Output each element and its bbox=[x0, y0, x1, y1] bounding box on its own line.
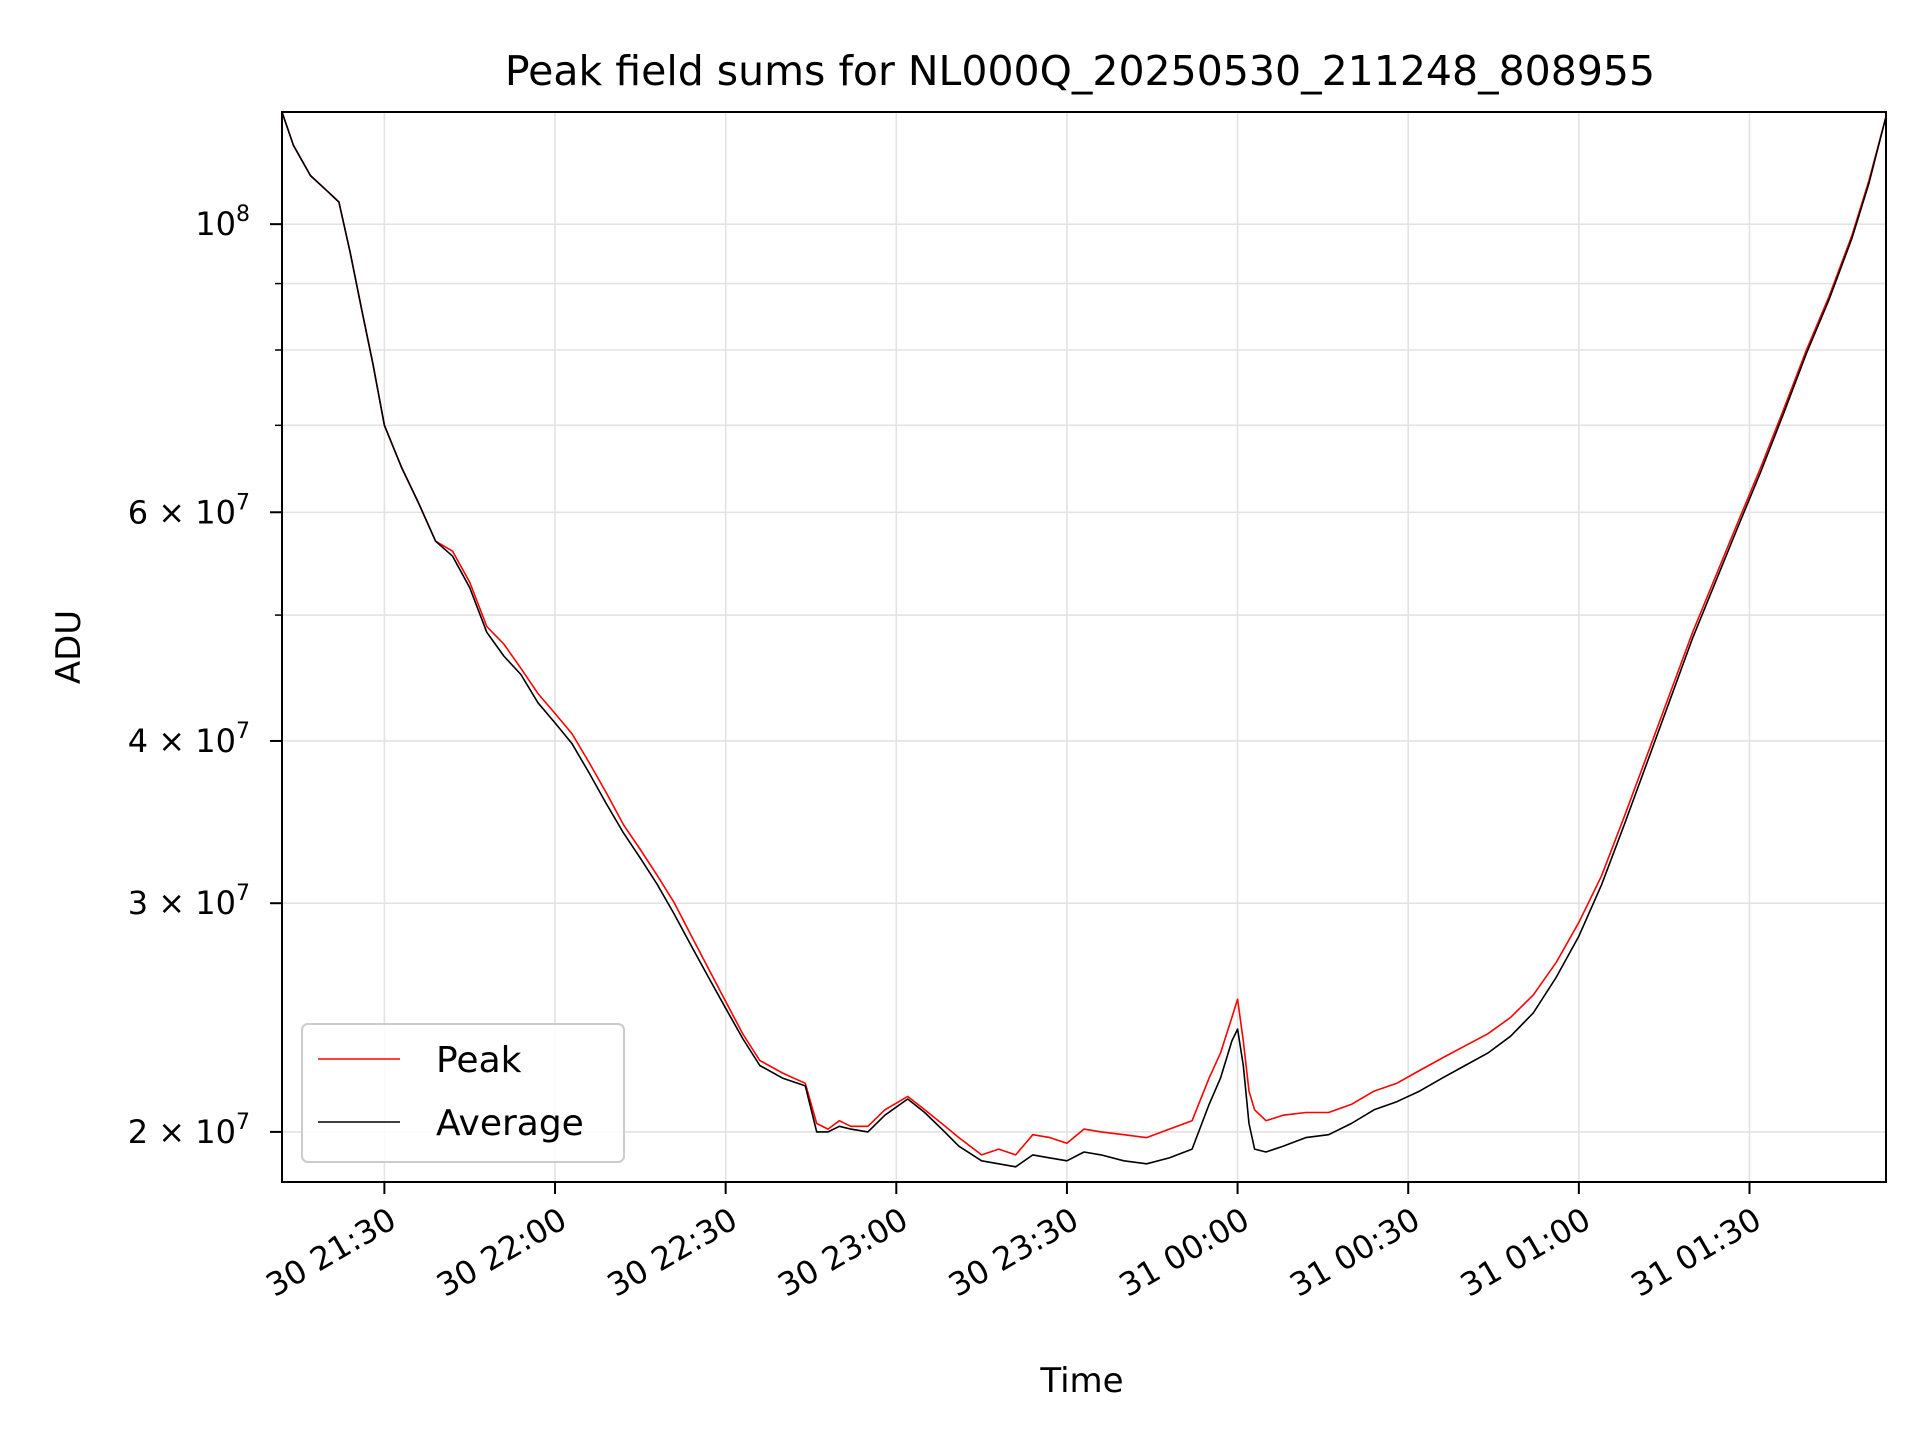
chart-title: Peak field sums for NL000Q_20250530_2112… bbox=[505, 47, 1655, 95]
series-line-peak bbox=[281, 111, 1887, 1156]
grid bbox=[282, 112, 1886, 1182]
y-tick-exponent: 7 bbox=[236, 881, 250, 906]
y-tick-exponent: 7 bbox=[236, 719, 250, 744]
series-line-average bbox=[281, 111, 1887, 1168]
y-axis-title: ADU bbox=[49, 610, 89, 684]
y-tick-exponent: 8 bbox=[236, 202, 250, 227]
legend-label-average: Average bbox=[436, 1103, 584, 1144]
legend-label-peak: Peak bbox=[436, 1040, 522, 1081]
y-tick-label: 3 × 107 bbox=[128, 881, 250, 922]
plot-series bbox=[281, 111, 1887, 1168]
plot-frame bbox=[281, 111, 1887, 1183]
y-tick-label: 6 × 107 bbox=[128, 490, 250, 531]
legend: Peak Average bbox=[301, 1023, 625, 1163]
y-tick-label: 2 × 107 bbox=[128, 1110, 250, 1151]
y-tick-exponent: 7 bbox=[236, 490, 250, 515]
y-tick-label: 4 × 107 bbox=[128, 719, 250, 760]
x-axis-title: Time bbox=[1039, 1361, 1123, 1401]
y-tick-exponent: 7 bbox=[236, 1110, 250, 1135]
